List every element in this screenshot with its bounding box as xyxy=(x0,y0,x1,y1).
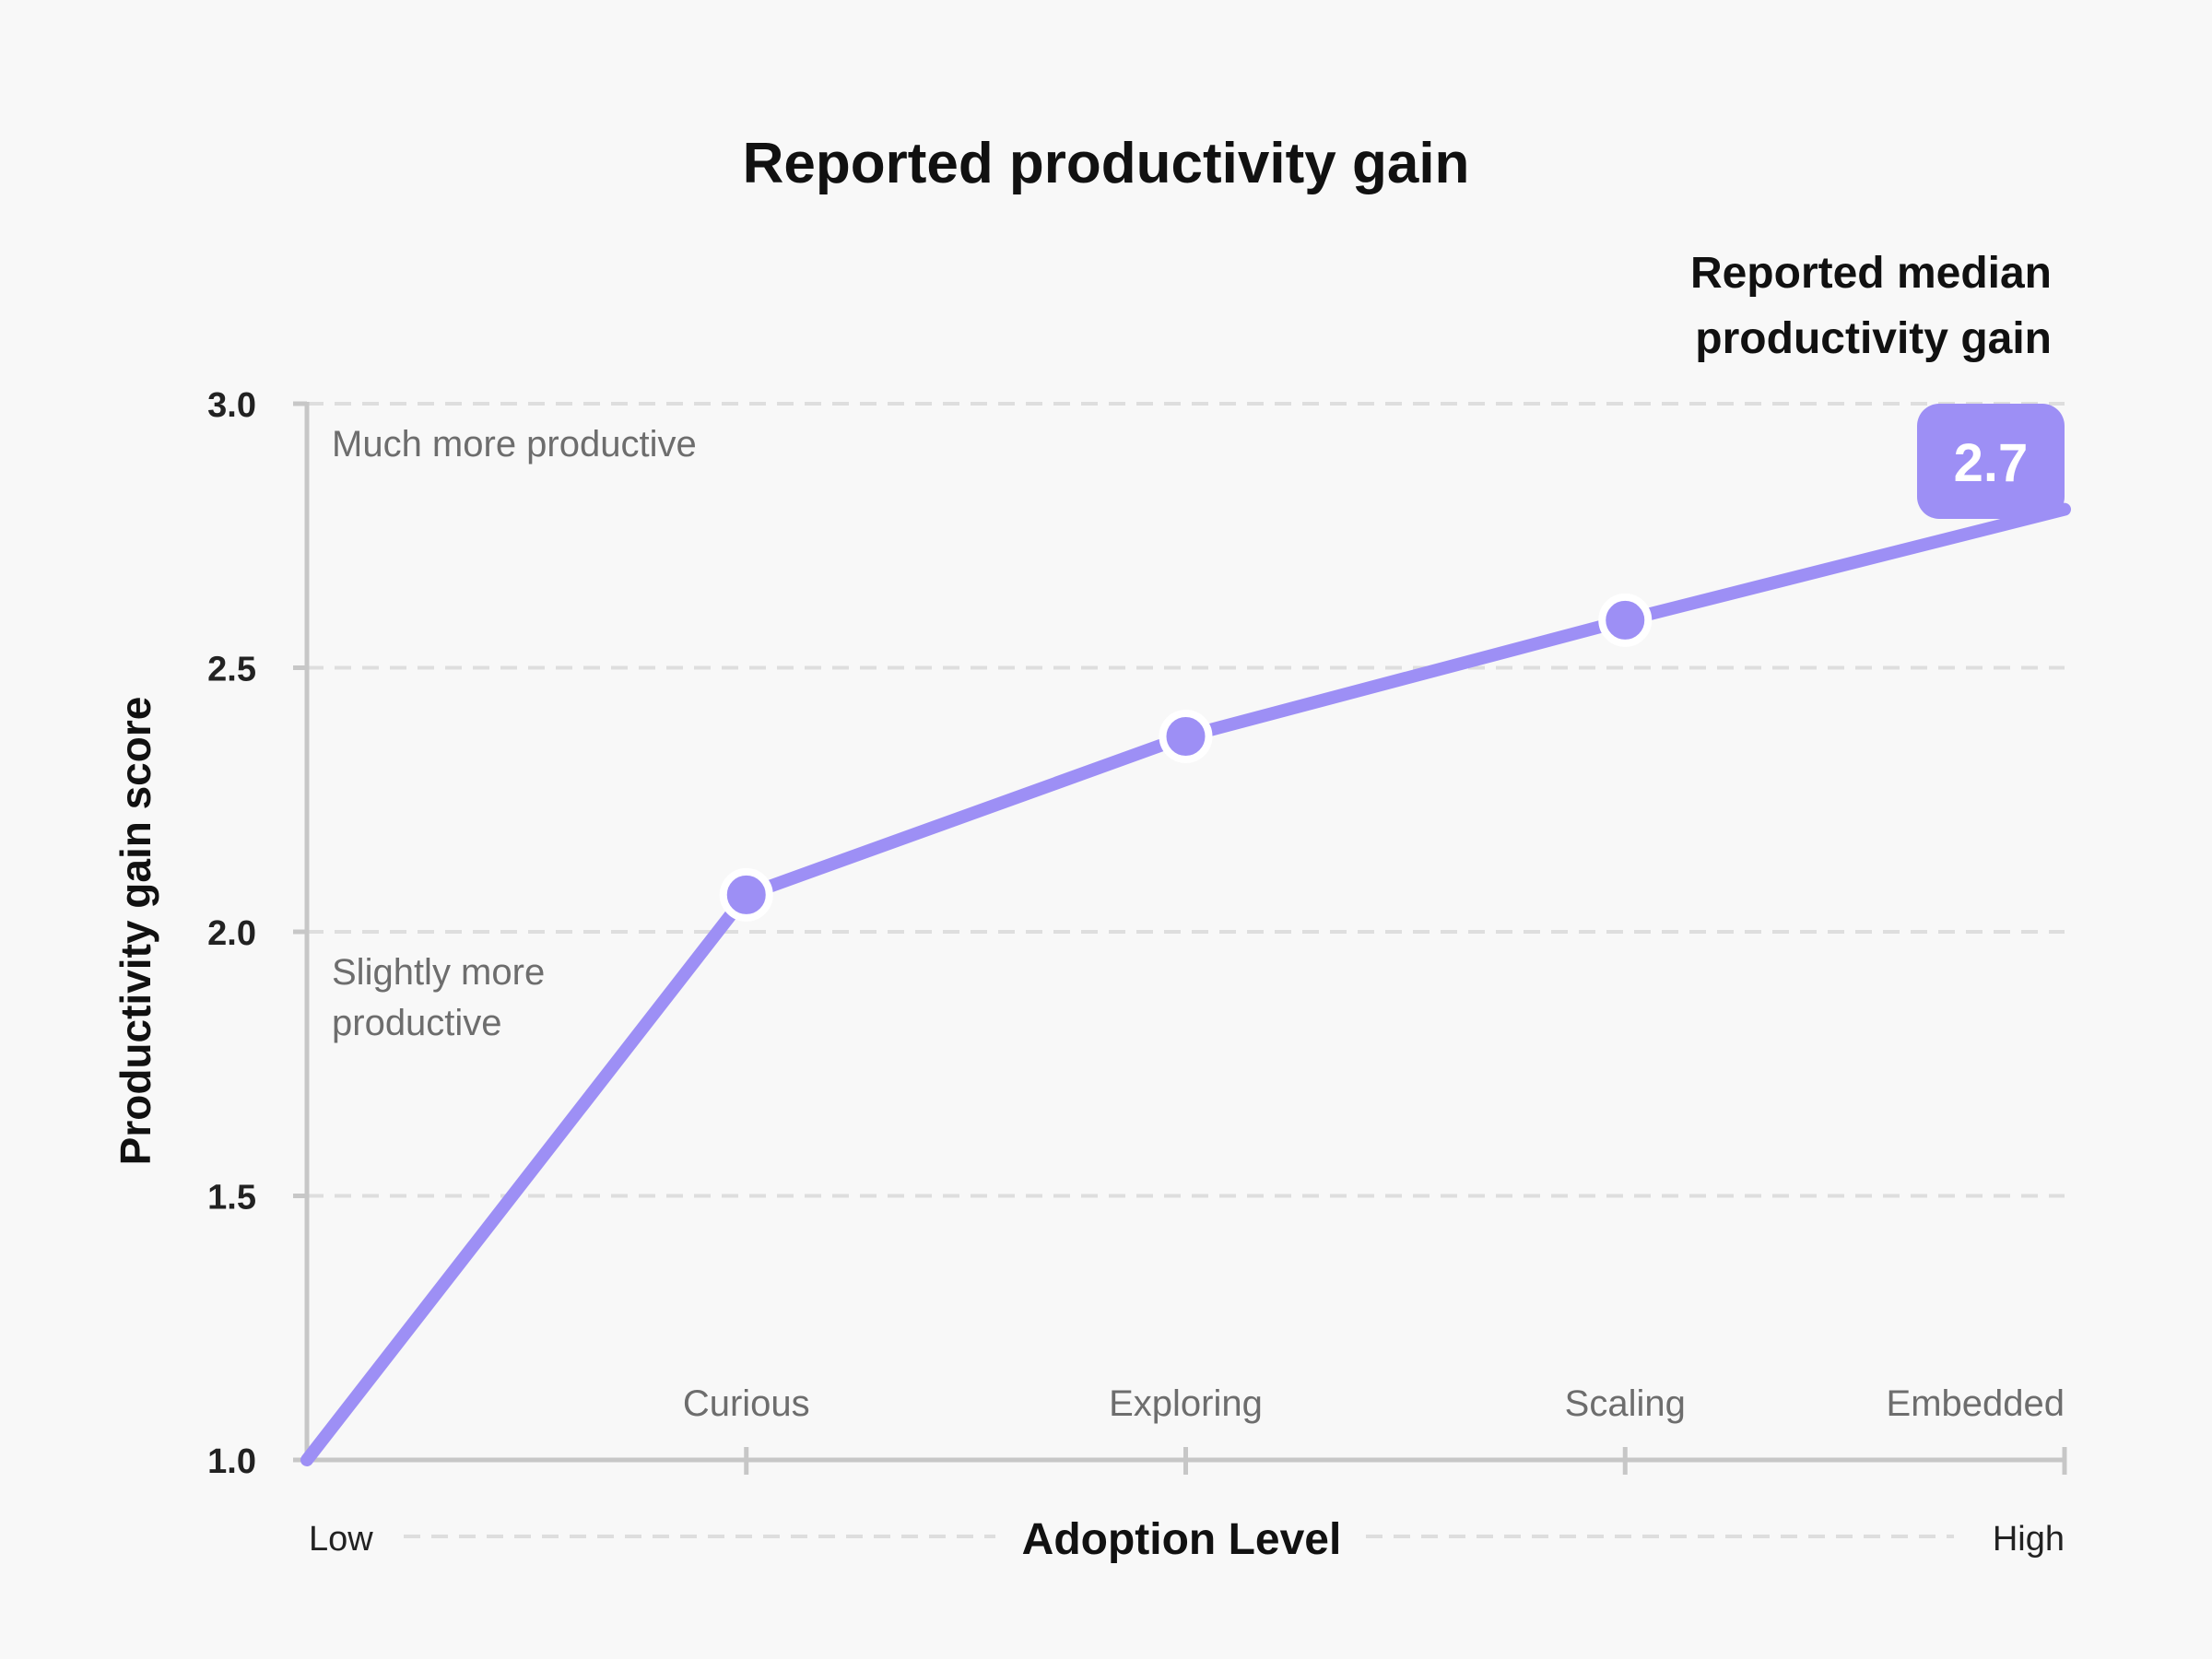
category-labels: Curious Exploring Scaling Embedded xyxy=(683,1383,2065,1424)
data-point xyxy=(1159,709,1213,763)
slightly-more-note-line2: productive xyxy=(332,1003,502,1043)
chart-title: Reported productivity gain xyxy=(743,132,1470,195)
x-high-label: High xyxy=(1993,1520,2065,1559)
y-tick-label: 3.0 xyxy=(207,386,256,425)
axes xyxy=(304,402,2067,1475)
y-ticks: 1.0 1.5 2.0 2.5 3.0 xyxy=(207,386,307,1481)
y-tick-label: 2.0 xyxy=(207,914,256,953)
series-line xyxy=(300,502,2071,1466)
data-point xyxy=(1598,593,1653,647)
median-label-line2: productivity gain xyxy=(1695,314,2052,363)
median-value: 2.7 xyxy=(1954,433,2029,493)
median-badge-box xyxy=(1917,404,2065,519)
median-label-line1: Reported median xyxy=(1690,249,2052,298)
slightly-more-note-line1: Slightly more xyxy=(332,952,545,993)
y-tick-label: 2.5 xyxy=(207,651,256,689)
y-axis-label: Productivity gain score xyxy=(112,697,159,1166)
grid-lines xyxy=(307,402,2065,1198)
x-category-label: Curious xyxy=(683,1383,810,1424)
x-low-label: Low xyxy=(309,1520,373,1559)
x-axis-label: Adoption Level xyxy=(1022,1515,1342,1564)
median-value-badge: 2.7 xyxy=(1917,404,2065,519)
x-category-label: Exploring xyxy=(1109,1383,1263,1424)
x-category-label: Embedded xyxy=(1887,1383,2065,1424)
data-point xyxy=(719,867,773,922)
much-more-productive-note: Much more productive xyxy=(332,424,697,465)
y-tick-label: 1.0 xyxy=(207,1442,256,1481)
y-tick-label: 1.5 xyxy=(207,1179,256,1218)
x-category-label: Scaling xyxy=(1565,1383,1686,1424)
series-layer xyxy=(300,502,2071,1466)
